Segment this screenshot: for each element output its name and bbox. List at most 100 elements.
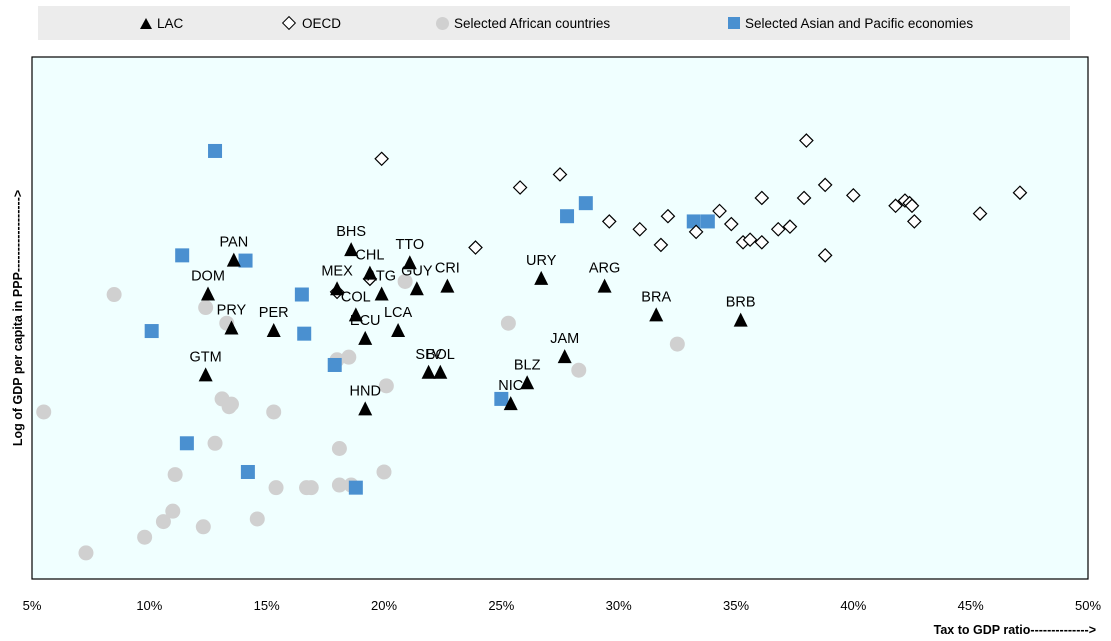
triangle-point [198,367,213,382]
square-point [208,143,223,158]
point-label: BLZ [514,357,541,373]
x-tick-label: 35% [723,598,749,613]
point-label: BOL [426,347,455,363]
triangle-point [224,320,239,335]
legend-item-asian-pacific: Selected Asian and Pacific economies [728,6,973,40]
x-tick-label: 45% [958,598,984,613]
square-point [686,214,701,229]
diamond-point [1012,185,1028,201]
circle-point [331,477,347,493]
x-axis-title: Tax to GDP ratio--------------> [934,623,1096,637]
legend-label: Selected African countries [454,15,611,31]
legend-item-oecd: OECD [281,6,341,40]
circle-point [223,396,239,412]
diamond-point [817,177,833,193]
x-axis-ticks: 5% 10% 15% 20% 25% 30% 35% 40% 45% 50% [23,598,1102,613]
triangle-point [330,281,345,296]
circle-point [376,464,392,480]
point-label: PRY [217,302,247,318]
point-label: GTM [190,349,222,365]
triangle-point [597,278,612,293]
point-label: ATG [367,269,396,285]
point-label: LCA [384,305,413,321]
circle-point [78,545,94,561]
diamond-point [754,190,770,206]
circle-point [331,441,347,456]
triangle-point [409,281,424,296]
diamond-point [796,190,812,206]
triangle-point [402,255,417,270]
circle-point [268,480,284,496]
circle-point [207,435,223,451]
legend-item-african: Selected African countries [436,6,610,40]
x-tick-label: 5% [23,598,42,613]
circle-point [198,300,214,316]
point-label: BHS [336,224,366,240]
triangle-point [534,270,549,285]
x-tick-label: 20% [371,598,397,613]
triangle-marker-icon [140,17,152,29]
point-label: ARG [589,261,620,277]
diamond-point [601,214,617,229]
triangle-point [733,312,748,327]
x-tick-label: 50% [1075,598,1101,613]
x-tick-label: 40% [840,598,866,613]
point-label: HND [350,383,381,399]
y-axis-title: Log of GDP per capita in PPP------------… [11,190,25,446]
diamond-point [782,219,798,234]
square-marker-icon [728,17,740,29]
diamond-point [632,221,648,237]
diamond-point [770,221,786,237]
diamond-point [712,203,727,219]
circle-point [167,467,183,483]
x-tick-label: 10% [136,598,162,613]
triangle-point [344,242,359,257]
point-label: TTO [395,237,424,253]
triangle-point [358,330,373,345]
square-point [494,391,509,406]
diamond-point [799,133,814,148]
chart-legend: LAC OECD Selected African countries Sele… [38,6,1070,40]
triangle-point [557,349,572,364]
circle-point [155,514,171,530]
point-label: BRB [726,295,756,311]
point-label: GUY [401,263,433,279]
circle-point [341,349,357,365]
diamond-point [904,198,920,214]
diamond-point [888,198,903,214]
triangle-point [440,278,455,293]
point-label: COL [341,289,371,305]
circle-marker-icon [436,16,449,30]
diamond-point [817,248,833,263]
diamond-point [688,224,704,240]
triangle-point [201,286,215,301]
diamond-point [906,214,922,229]
square-point [348,480,363,495]
triangle-point [433,364,448,379]
circle-point [249,511,265,527]
triangle-point [520,375,535,390]
square-point [560,209,575,224]
triangle-point [348,307,363,322]
diamond-point [660,208,676,224]
circle-point [397,273,413,289]
circle-point [378,378,394,394]
diamond-point [468,240,483,255]
square-point [144,324,159,339]
square-point [238,253,253,268]
x-tick-label: 25% [488,598,514,613]
circle-point [669,336,685,352]
point-label: ECU [350,313,381,329]
square-point [327,357,342,372]
plot-area [31,56,1089,580]
circle-point [195,519,211,535]
triangle-point [503,396,518,411]
triangle-point [362,265,377,280]
triangle-point [391,323,406,338]
legend-label: Selected Asian and Pacific economies [745,15,974,31]
point-label: PER [259,305,289,321]
square-point [297,326,312,341]
diamond-point [552,167,568,182]
x-tick-label: 30% [606,598,632,613]
